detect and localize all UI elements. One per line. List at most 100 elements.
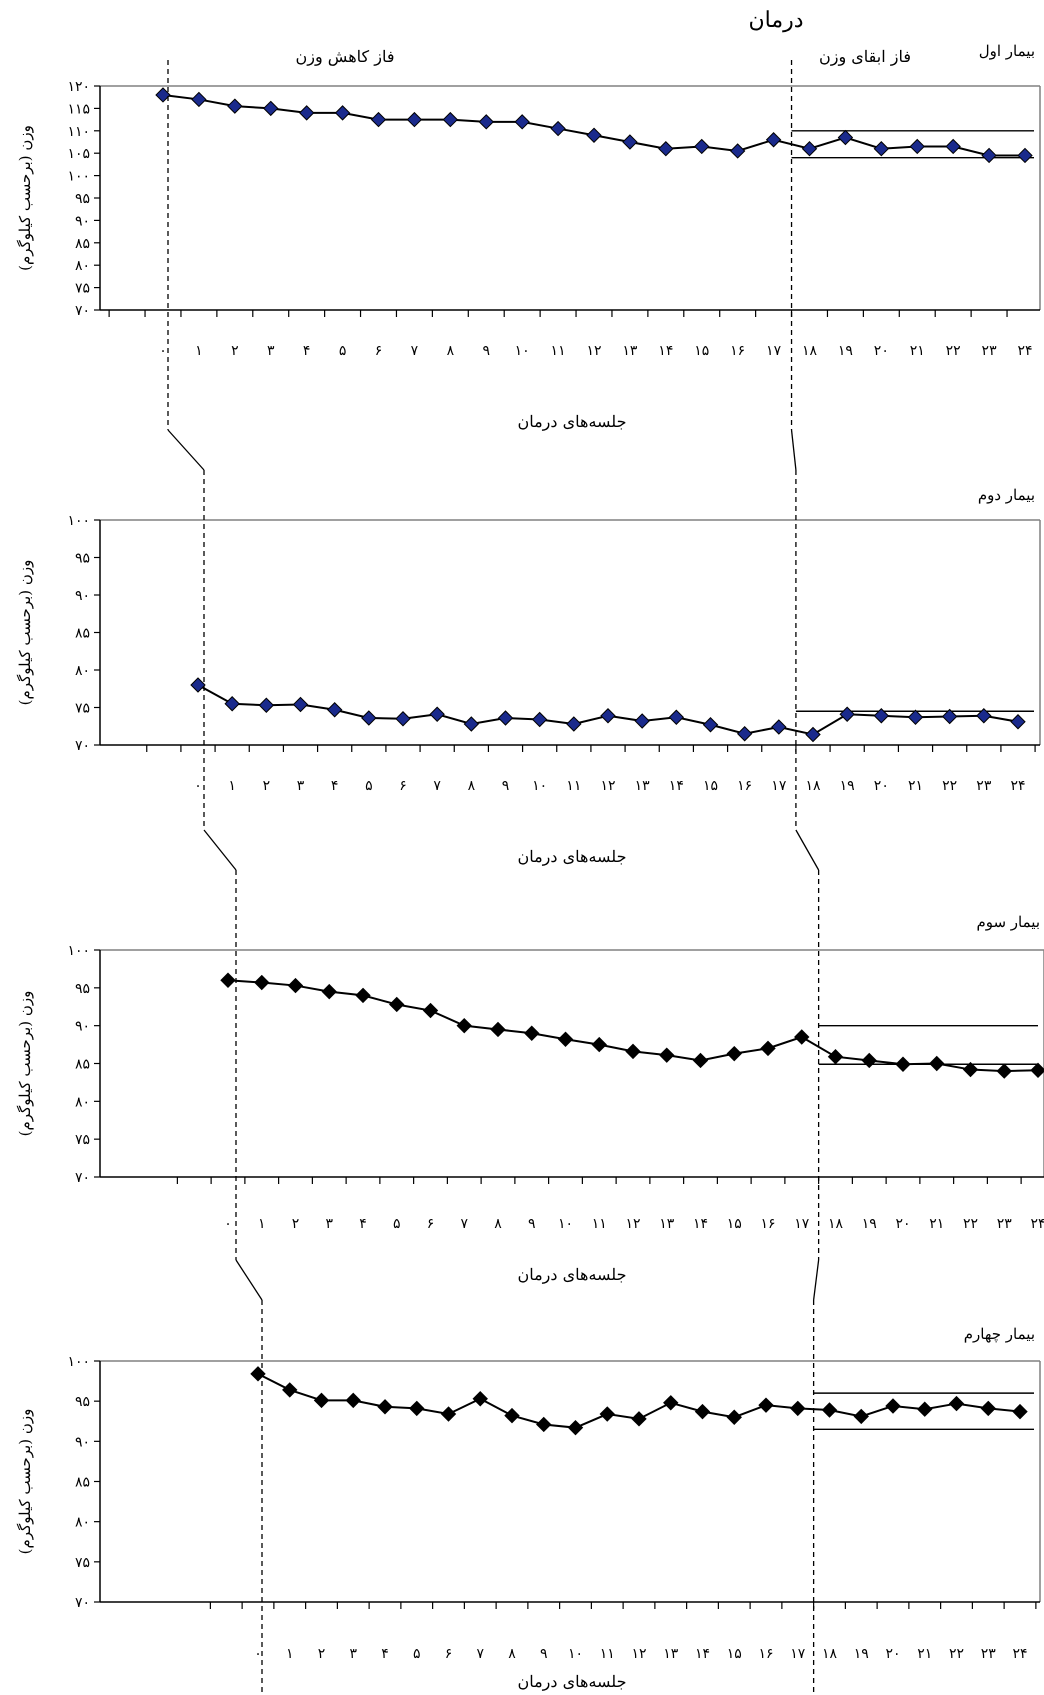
data-point bbox=[567, 1419, 584, 1436]
data-point bbox=[805, 726, 821, 743]
data-point bbox=[702, 717, 719, 733]
loss-boundary-connector bbox=[203, 829, 237, 871]
data-point bbox=[895, 1056, 911, 1072]
y-tick-label: ۸۵ bbox=[75, 1475, 90, 1491]
data-point bbox=[478, 114, 494, 130]
x-tick-label: ۲ bbox=[292, 1216, 300, 1232]
x-tick-label: ۹ bbox=[502, 778, 510, 794]
y-axis-title: وزن (برحسب کیلوگرم) bbox=[16, 1409, 34, 1555]
data-point bbox=[497, 710, 514, 726]
x-tick-label: ۴ bbox=[303, 343, 311, 359]
data-point bbox=[377, 1399, 393, 1415]
figure-header: درمان bbox=[748, 8, 803, 33]
x-tick-label: ۷ bbox=[433, 778, 441, 794]
data-point bbox=[334, 105, 351, 121]
data-point bbox=[263, 100, 279, 117]
data-point bbox=[658, 141, 674, 157]
x-tick-label: ۶ bbox=[375, 343, 383, 359]
data-point bbox=[726, 1045, 742, 1062]
data-point bbox=[873, 708, 890, 724]
data-point bbox=[456, 1017, 472, 1034]
data-point bbox=[765, 132, 782, 148]
x-tick-label: ۰ bbox=[159, 343, 167, 359]
data-point bbox=[395, 711, 411, 727]
panel-label: بیمار چهارم bbox=[964, 1325, 1035, 1343]
x-tick-label: ۱۵ bbox=[727, 1216, 742, 1232]
data-point bbox=[442, 111, 459, 128]
y-tick-label: ۷۵ bbox=[75, 1132, 90, 1148]
x-tick-label: ۱۸ bbox=[805, 778, 821, 794]
x-tick-label: ۲۴ bbox=[1017, 343, 1032, 359]
x-tick-label: ۷ bbox=[476, 1646, 484, 1662]
data-point bbox=[536, 1416, 552, 1433]
x-tick-label: ۵ bbox=[413, 1646, 421, 1662]
x-tick-label: ۱۹ bbox=[862, 1216, 877, 1232]
x-tick-label: ۱۶ bbox=[730, 343, 745, 359]
y-tick-label: ۷۰ bbox=[75, 1170, 90, 1186]
x-tick-label: ۲۳ bbox=[997, 1216, 1013, 1232]
data-point bbox=[980, 1400, 996, 1417]
data-point bbox=[659, 1047, 675, 1063]
data-point bbox=[227, 98, 243, 114]
y-tick-label: ۱۱۰ bbox=[67, 124, 90, 140]
x-tick-label: ۲۱ bbox=[908, 778, 923, 794]
x-tick-label: ۲۰ bbox=[874, 778, 889, 794]
data-point bbox=[1030, 1062, 1044, 1079]
x-axis-title: جلسه‌های درمان bbox=[517, 412, 626, 431]
x-tick-label: ۲۱ bbox=[910, 343, 925, 359]
loss-boundary-connector bbox=[167, 429, 205, 471]
y-tick-label: ۷۵ bbox=[75, 701, 90, 717]
x-tick-label: ۱۹ bbox=[840, 778, 855, 794]
x-tick-label: ۱ bbox=[286, 1646, 294, 1662]
x-tick-label: ۲۳ bbox=[982, 343, 998, 359]
x-tick-label: ۱۲ bbox=[625, 1216, 640, 1232]
data-point bbox=[406, 111, 423, 128]
x-tick-label: ۵ bbox=[365, 778, 373, 794]
data-point bbox=[729, 143, 746, 159]
phase-maintenance-label: فاز ابقای وزن bbox=[819, 47, 911, 66]
data-point bbox=[948, 1395, 965, 1412]
data-point bbox=[531, 711, 548, 728]
data-point bbox=[524, 1025, 540, 1041]
x-tick-label: ۲۱ bbox=[929, 1216, 944, 1232]
y-tick-label: ۹۵ bbox=[75, 191, 90, 207]
data-point bbox=[361, 710, 377, 726]
data-point bbox=[422, 1002, 439, 1019]
data-point bbox=[190, 677, 206, 693]
y-tick-label: ۹۰ bbox=[75, 213, 90, 229]
y-tick-label: ۷۰ bbox=[75, 738, 90, 754]
y-tick-label: ۹۵ bbox=[75, 981, 90, 997]
data-point bbox=[837, 129, 854, 146]
x-tick-label: ۱۵ bbox=[703, 778, 718, 794]
x-tick-label: ۹ bbox=[482, 343, 490, 359]
panel-label: بیمار دوم bbox=[978, 486, 1035, 504]
data-point bbox=[224, 696, 240, 712]
x-tick-label: ۱۲ bbox=[586, 343, 601, 359]
data-point bbox=[827, 1048, 844, 1065]
x-tick-label: ۱۳ bbox=[635, 778, 651, 794]
x-tick-label: ۷ bbox=[411, 343, 419, 359]
x-tick-label: ۲۲ bbox=[942, 778, 957, 794]
x-tick-label: ۱۸ bbox=[828, 1216, 844, 1232]
data-point bbox=[557, 1031, 574, 1047]
y-tick-label: ۱۰۰ bbox=[67, 513, 90, 529]
y-tick-label: ۷۵ bbox=[75, 281, 90, 297]
x-tick-label: ۱۶ bbox=[760, 1216, 775, 1232]
data-point bbox=[463, 716, 480, 732]
data-point bbox=[631, 1411, 647, 1427]
data-point bbox=[634, 713, 650, 729]
x-tick-label: ۲ bbox=[263, 778, 271, 794]
x-tick-label: ۸ bbox=[447, 343, 455, 359]
data-point bbox=[292, 696, 309, 713]
data-point bbox=[1012, 1403, 1028, 1420]
data-point bbox=[853, 1408, 869, 1425]
x-axis-title: جلسه‌های درمان bbox=[517, 1265, 626, 1284]
data-point bbox=[694, 1403, 711, 1420]
x-tick-label: ۱۲ bbox=[600, 778, 615, 794]
y-tick-label: ۱۰۰ bbox=[67, 169, 90, 185]
x-tick-label: ۱۹ bbox=[854, 1646, 869, 1662]
x-tick-label: ۸ bbox=[468, 778, 476, 794]
data-point bbox=[668, 709, 685, 725]
y-tick-label: ۸۰ bbox=[75, 258, 90, 274]
x-tick-label: ۲ bbox=[231, 343, 239, 359]
